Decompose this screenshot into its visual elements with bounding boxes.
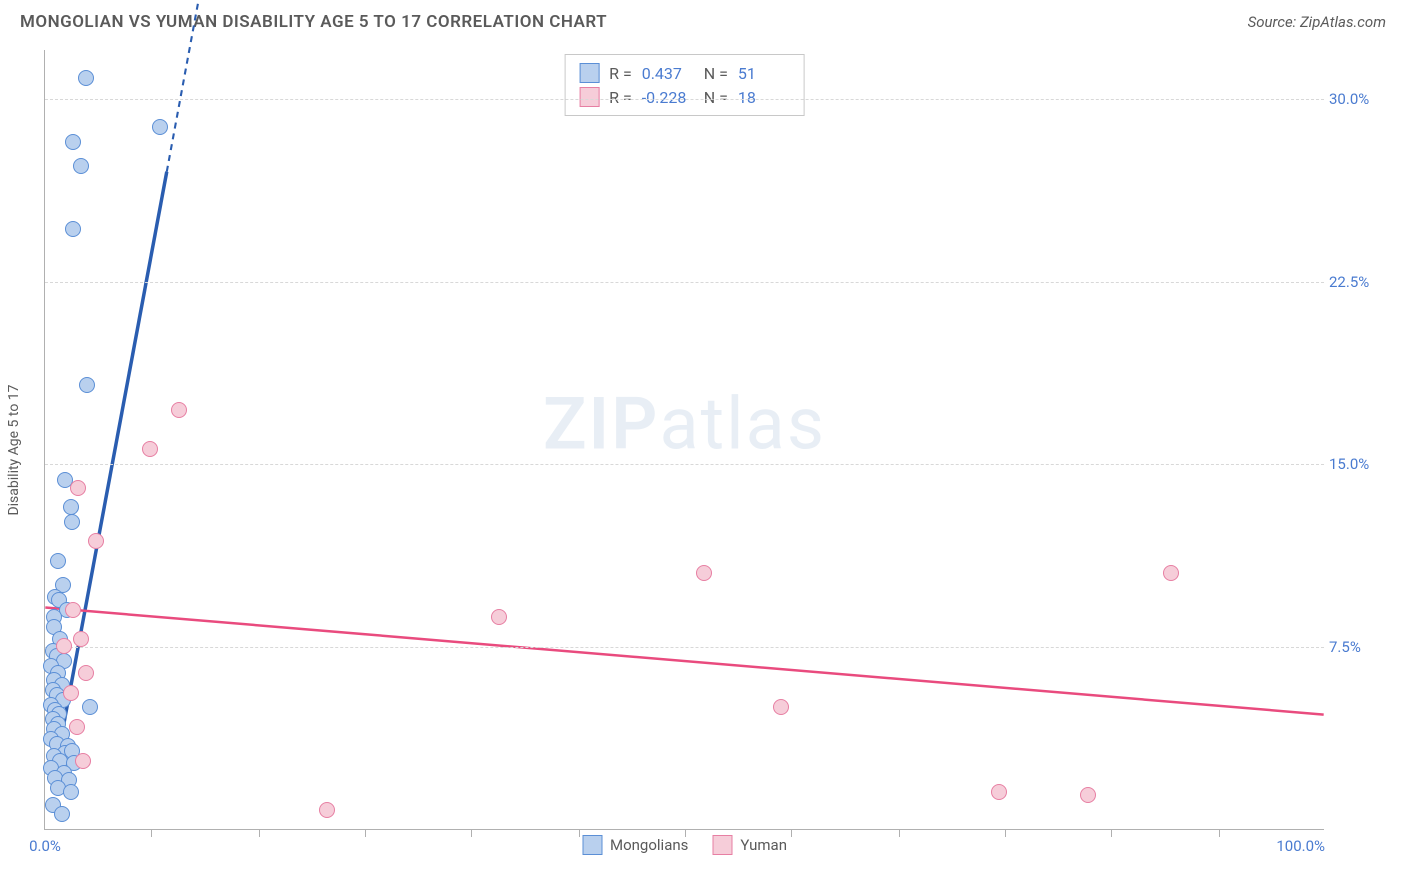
n-label: N = [704,64,728,83]
plot-area: ZIPatlas R = 0.437 N = 51 R = -0.228 N =… [44,50,1324,830]
scatter-point [78,665,94,681]
scatter-point [75,753,91,769]
scatter-point [70,480,86,496]
scatter-point [63,499,79,515]
trend-lines-svg [45,50,1324,829]
scatter-point [65,602,81,618]
stats-row-mongolians: R = 0.437 N = 51 [579,61,790,85]
xtick-minor [685,829,686,837]
scatter-point [991,784,1007,800]
gridline-h [45,464,1324,465]
scatter-point [50,553,66,569]
chart-source: Source: ZipAtlas.com [1248,13,1386,31]
legend-swatch-mongolians [582,835,602,855]
chart-header: MONGOLIAN VS YUMAN DISABILITY AGE 5 TO 1… [0,0,1406,40]
gridline-h [45,282,1324,283]
y-axis-label: Disability Age 5 to 17 [6,384,22,515]
legend-swatch-yuman [712,835,732,855]
scatter-point [696,565,712,581]
legend-item-mongolians: Mongolians [582,835,688,855]
trend-line [45,607,1323,714]
xtick-minor [259,829,260,837]
xtick-minor [791,829,792,837]
xtick-minor [1219,829,1220,837]
xtick-label: 0.0% [29,837,61,855]
scatter-point [78,70,94,86]
xtick-label: 100.0% [1276,837,1325,855]
ytick-label: 22.5% [1329,273,1384,291]
n-label: N = [704,88,728,107]
r-label: R = [609,64,632,83]
scatter-point [65,221,81,237]
scatter-point [1080,787,1096,803]
scatter-point [773,699,789,715]
legend-label: Yuman [740,836,787,854]
scatter-point [64,514,80,530]
scatter-point [491,609,507,625]
swatch-mongolians [579,63,599,83]
scatter-point [54,806,70,822]
scatter-point [82,699,98,715]
scatter-point [69,719,85,735]
chart-container: Disability Age 5 to 17 ZIPatlas R = 0.43… [44,50,1386,850]
scatter-point [1163,565,1179,581]
xtick-minor [579,829,580,837]
trend-line [56,172,167,768]
scatter-point [79,377,95,393]
ytick-label: 7.5% [1329,638,1384,656]
swatch-yuman [579,87,599,107]
stats-row-yuman: R = -0.228 N = 18 [579,85,790,109]
xtick-minor [899,829,900,837]
xtick-minor [365,829,366,837]
scatter-point [319,802,335,818]
xtick-minor [1111,829,1112,837]
scatter-point [171,402,187,418]
scatter-point [142,441,158,457]
n-value: 18 [738,88,790,107]
xtick-minor [471,829,472,837]
scatter-point [152,119,168,135]
scatter-point [65,134,81,150]
stats-legend: R = 0.437 N = 51 R = -0.228 N = 18 [564,54,805,116]
scatter-point [88,533,104,549]
n-value: 51 [738,64,790,83]
xtick-minor [1005,829,1006,837]
gridline-h [45,647,1324,648]
r-value: 0.437 [642,64,694,83]
legend-label: Mongolians [610,836,688,854]
scatter-point [73,631,89,647]
ytick-label: 30.0% [1329,90,1384,108]
series-legend: Mongolians Yuman [582,835,787,855]
scatter-point [63,784,79,800]
scatter-point [56,638,72,654]
r-value: -0.228 [642,88,694,107]
xtick-minor [151,829,152,837]
r-label: R = [609,88,632,107]
chart-title: MONGOLIAN VS YUMAN DISABILITY AGE 5 TO 1… [20,12,607,32]
legend-item-yuman: Yuman [712,835,787,855]
gridline-h [45,99,1324,100]
ytick-label: 15.0% [1329,455,1384,473]
scatter-point [73,158,89,174]
scatter-point [63,685,79,701]
